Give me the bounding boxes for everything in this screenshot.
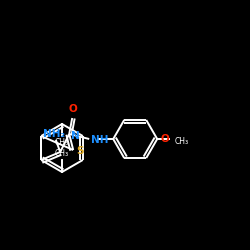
Text: O: O bbox=[161, 134, 170, 144]
Text: CH₃: CH₃ bbox=[55, 149, 69, 158]
Text: NH: NH bbox=[91, 135, 109, 145]
Text: CH₃: CH₃ bbox=[174, 136, 188, 145]
Text: S: S bbox=[76, 146, 84, 156]
Text: O: O bbox=[69, 104, 78, 114]
Text: NH₂: NH₂ bbox=[43, 129, 65, 139]
Text: N: N bbox=[71, 131, 80, 141]
Text: CH₃: CH₃ bbox=[55, 138, 69, 147]
